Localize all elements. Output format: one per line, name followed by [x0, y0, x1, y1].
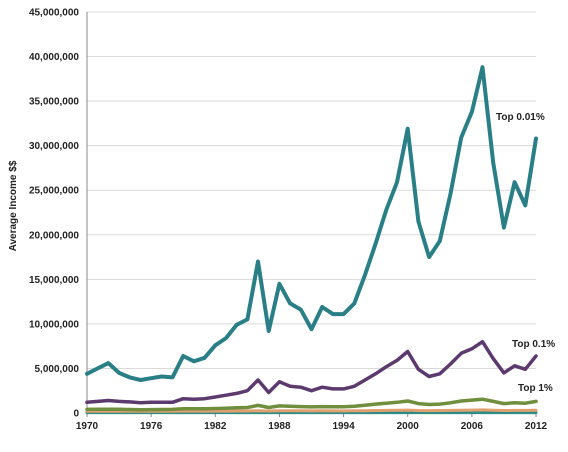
y-tick-label: 15,000,000	[29, 275, 79, 286]
y-tick-label: 5,000,000	[35, 364, 80, 375]
y-tick-label: 30,000,000	[29, 141, 79, 152]
series-label-top-1: Top 1%	[518, 383, 553, 394]
x-tick-label: 2000	[397, 421, 420, 432]
x-tick-label: 1976	[140, 421, 163, 432]
gridlines	[87, 11, 536, 414]
y-tick-label: 35,000,000	[29, 97, 79, 108]
y-tick-label: 20,000,000	[29, 230, 79, 241]
series-label-top-001: Top 0.01%	[496, 112, 545, 123]
x-tick-label: 1994	[332, 421, 355, 432]
y-axis-tick-labels: 0 5,000,000 10,000,000 15,000,000 20,000,000…	[29, 8, 80, 420]
y-tick-label: 0	[73, 409, 79, 420]
series-line-0	[85, 65, 538, 382]
y-tick-label: 40,000,000	[29, 52, 79, 63]
series-line-3	[85, 408, 538, 413]
x-tick-label: 1988	[268, 421, 291, 432]
x-axis-tick-labels: 1970 1976 1982 1988 1994 2000 2006 2012	[76, 421, 548, 432]
series-line-1	[85, 339, 538, 405]
y-axis-label: Average Income $$	[8, 160, 19, 251]
y-tick-label: 25,000,000	[29, 186, 79, 197]
axes	[86, 12, 537, 417]
series-label-top-01: Top 0.1%	[512, 339, 555, 350]
series-lines	[85, 65, 538, 415]
x-tick-label: 2012	[525, 421, 548, 432]
y-tick-label: 10,000,000	[29, 319, 79, 330]
x-tick-label: 2006	[461, 421, 484, 432]
series-line-2	[85, 397, 538, 412]
x-tick-label: 1982	[204, 421, 227, 432]
x-tick-label: 1970	[76, 421, 99, 432]
y-tick-label: 45,000,000	[29, 8, 79, 19]
